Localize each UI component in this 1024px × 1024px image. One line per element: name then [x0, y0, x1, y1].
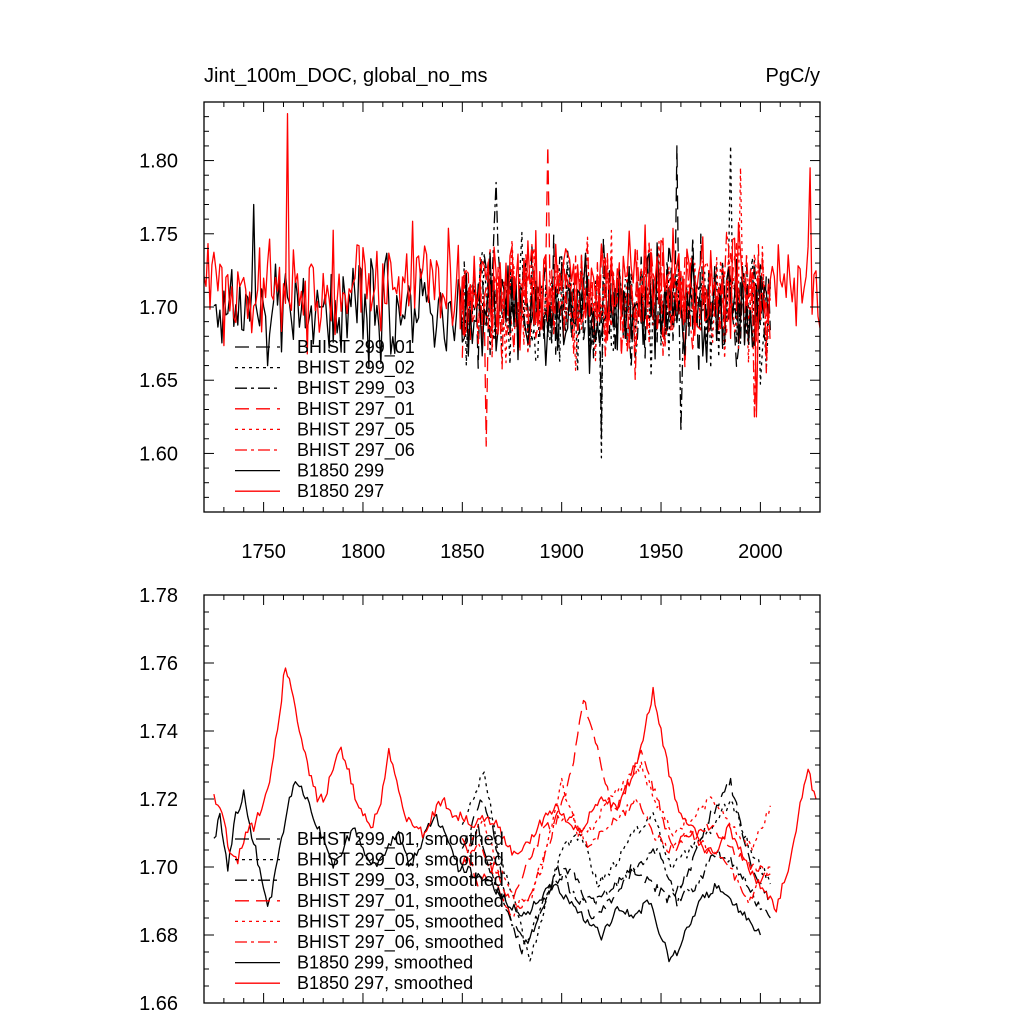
- y-tick-label: 1.68: [139, 925, 178, 947]
- x-tick-label: 1750: [241, 541, 286, 563]
- legend-label-bhist-299-02-smoothed: BHIST 299_02, smoothed: [297, 850, 504, 871]
- bottom-plot-area: [213, 667, 817, 963]
- x-tick-label: 1800: [341, 541, 386, 563]
- y-tick-label: 1.75: [139, 224, 178, 246]
- legend-label-bhist-297-05-smoothed: BHIST 297_05, smoothed: [297, 911, 504, 932]
- series-line-bhist-299-01-smoothed: [461, 777, 771, 955]
- legend-label-b1850-297: B1850 297: [297, 481, 384, 501]
- y-tick-label: 1.70: [139, 297, 178, 319]
- series-line-b1850-297: [204, 113, 820, 418]
- series-line-bhist-299-02-smoothed: [461, 771, 771, 962]
- legend-label-bhist-297-06: BHIST 297_06: [297, 440, 415, 461]
- top-panel-units: PgC/y: [766, 65, 820, 87]
- y-tick-label: 1.65: [139, 370, 178, 392]
- legend-label-bhist-299-01: BHIST 299_01: [297, 337, 415, 358]
- legend-label-bhist-297-01: BHIST 297_01: [297, 399, 415, 420]
- series-line-bhist-299-03-smoothed: [461, 823, 771, 943]
- y-tick-label: 1.70: [139, 857, 178, 879]
- legend-label-bhist-299-03: BHIST 299_03: [297, 378, 415, 399]
- y-tick-label: 1.66: [139, 993, 178, 1015]
- top-panel-ticks: 1.60 1.65 1.70 1.75 1.80 1750 1800 1850 1900 1950…: [139, 101, 820, 563]
- y-tick-label: 1.80: [139, 151, 178, 173]
- top-panel-title: Jint_100m_DOC, global_no_ms: [204, 65, 488, 87]
- series-line-bhist-297-01-smoothed: [461, 699, 771, 901]
- x-tick-label: 1950: [639, 541, 684, 563]
- bottom-panel-ticks: 1.66 1.68 1.70 1.72 1.74 1.76 1.78: [139, 585, 820, 1015]
- series-line-bhist-297-05-smoothed: [461, 760, 771, 907]
- top-panel: Jint_100m_DOC, global_no_ms PgC/y 1.601.…: [139, 65, 821, 563]
- y-tick-label: 1.72: [139, 789, 178, 811]
- series-line-b1850-299-smoothed: [213, 781, 762, 963]
- legend-label-b1850-299-smoothed: B1850 299, smoothed: [297, 953, 473, 973]
- legend-label-bhist-297-06-smoothed: BHIST 297_06, smoothed: [297, 932, 504, 953]
- top-plot-area: [204, 113, 820, 459]
- series-line-bhist-297-01: [461, 145, 771, 447]
- y-tick-label: 1.74: [139, 721, 178, 743]
- y-tick-label: 1.76: [139, 653, 178, 675]
- legend-label-bhist-297-05: BHIST 297_05: [297, 419, 415, 440]
- legend-label-bhist-297-01-smoothed: BHIST 297_01, smoothed: [297, 891, 504, 912]
- legend-label-bhist-299-02: BHIST 299_02: [297, 358, 415, 379]
- x-tick-label: 1850: [440, 541, 485, 563]
- x-tick-label: 2000: [738, 541, 783, 563]
- series-line-b1850-297-smoothed: [213, 667, 817, 913]
- y-tick-label: 1.78: [139, 585, 178, 607]
- legend-label-b1850-297-smoothed: B1850 297, smoothed: [297, 973, 473, 993]
- x-tick-label: 1900: [539, 541, 584, 563]
- series-line-bhist-297-06-smoothed: [461, 797, 771, 918]
- legend-label-bhist-299-03-smoothed: BHIST 299_03, smoothed: [297, 870, 504, 891]
- legend-label-bhist-299-01-smoothed: BHIST 299_01, smoothed: [297, 829, 504, 850]
- y-tick-label: 1.60: [139, 443, 178, 465]
- bottom-panel: 1.66 1.68 1.70 1.72 1.74 1.76 1.78 BHIST 299_0…: [139, 585, 821, 1015]
- legend-label-b1850-299: B1850 299: [297, 461, 384, 481]
